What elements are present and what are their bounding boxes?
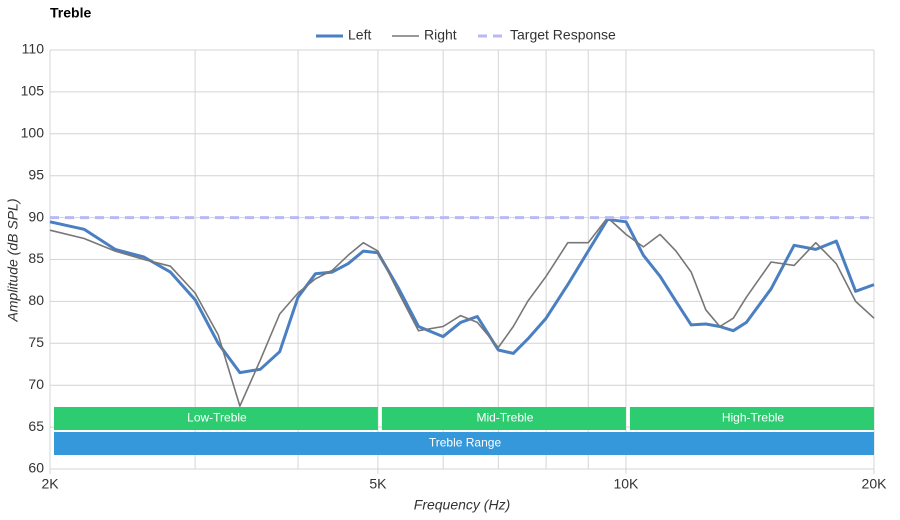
y-axis-label: Amplitude (dB SPL) bbox=[5, 199, 21, 323]
region-band bbox=[629, 407, 874, 430]
series-line bbox=[49, 216, 875, 407]
y-tick-label: 65 bbox=[28, 418, 44, 434]
region-band bbox=[54, 432, 874, 455]
region-label: Low-Treble bbox=[187, 411, 247, 425]
y-tick-label: 75 bbox=[28, 334, 44, 350]
y-tick-label: 100 bbox=[21, 125, 45, 141]
x-axis-label: Frequency (Hz) bbox=[414, 497, 510, 513]
region-label: Mid-Treble bbox=[476, 411, 533, 425]
legend-label: Target Response bbox=[510, 27, 616, 43]
x-tick-label: 2K bbox=[41, 476, 59, 492]
x-tick-label: 5K bbox=[369, 476, 387, 492]
y-tick-label: 60 bbox=[28, 460, 44, 476]
legend-label: Left bbox=[348, 27, 371, 43]
y-tick-label: 70 bbox=[28, 376, 44, 392]
y-tick-label: 105 bbox=[21, 83, 45, 99]
y-tick-label: 90 bbox=[28, 208, 44, 224]
region-label: High-Treble bbox=[722, 411, 785, 425]
y-tick-label: 95 bbox=[28, 166, 44, 182]
region-band bbox=[381, 407, 626, 430]
chart-title: Treble bbox=[50, 5, 91, 21]
legend-label: Right bbox=[424, 27, 457, 43]
y-tick-label: 85 bbox=[28, 250, 44, 266]
x-tick-label: 20K bbox=[862, 476, 888, 492]
series-line bbox=[49, 217, 875, 375]
y-tick-label: 80 bbox=[28, 292, 44, 308]
y-tick-label: 110 bbox=[22, 41, 45, 57]
region-band bbox=[54, 407, 378, 430]
x-tick-label: 10K bbox=[613, 476, 639, 492]
region-label: Treble Range bbox=[429, 436, 502, 450]
